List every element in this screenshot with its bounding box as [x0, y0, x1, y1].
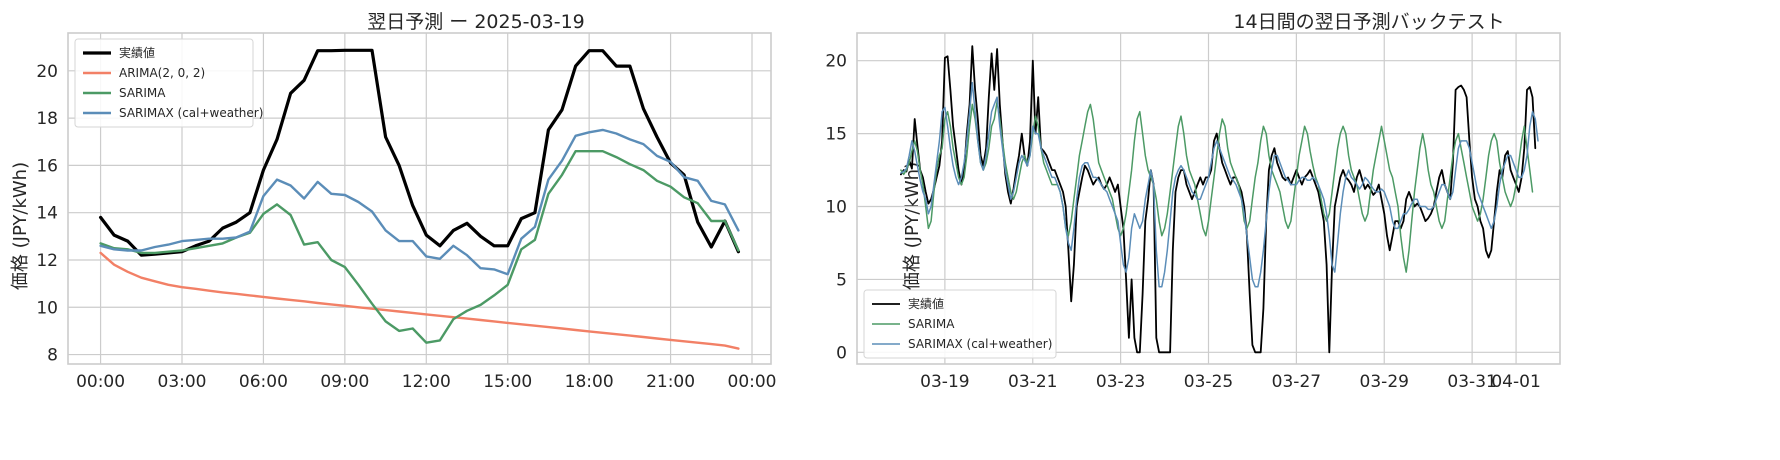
- left-x-tick-label: 21:00: [646, 372, 695, 392]
- right-y-tick-label: 10: [825, 198, 847, 218]
- right-legend-label: SARIMAX (cal+weather): [908, 337, 1052, 351]
- right-y-tick-label: 0: [836, 343, 847, 363]
- right-legend-label: 実績値: [908, 296, 944, 311]
- left-x-tick-label: 12:00: [402, 372, 451, 392]
- right-series-line-2: [900, 81, 1539, 288]
- right-x-tick-label: 04-01: [1491, 372, 1540, 392]
- left-legend-label: SARIMA: [119, 86, 166, 100]
- right-x-tick-label: 03-19: [920, 372, 969, 392]
- left-y-tick-label: 10: [36, 298, 58, 318]
- left-x-tick-label: 09:00: [320, 372, 369, 392]
- left-y-tick-label: 20: [36, 62, 58, 82]
- right-y-tick-label: 15: [825, 125, 847, 145]
- left-series-line-2: [99, 149, 740, 344]
- left-y-tick-label: 12: [36, 251, 58, 271]
- right-chart-panel: 14日間の翌日予測バックテスト 価格 (JPY/kWh) 03-19 03-21 0…: [825, 11, 1561, 392]
- right-series-line-1: [900, 100, 1534, 273]
- right-legend-box: [863, 289, 1057, 359]
- left-x-tick-label: 15:00: [483, 372, 532, 392]
- left-series-line-0: [98, 48, 741, 257]
- left-legend: 実績値 ARIMA(2, 0, 2) SARIMA SARIMAX (cal+weat…: [74, 38, 263, 128]
- left-x-tick-label: 03:00: [158, 372, 207, 392]
- left-series-line-1: [99, 251, 740, 350]
- left-x-tick-label: 00:00: [728, 372, 777, 392]
- left-legend-label: SARIMAX (cal+weather): [119, 106, 263, 120]
- left-chart-title: 翌日予測 ー 2025-03-19: [367, 11, 585, 33]
- right-x-tick-label: 03-31: [1447, 372, 1496, 392]
- left-chart-panel: 翌日予測 ー 2025-03-19 価格 (JPY/kWh) 00:00 03:0…: [10, 11, 777, 392]
- left-x-tick-label: 18:00: [565, 372, 614, 392]
- left-series-line-3: [99, 128, 740, 276]
- right-x-tick-label: 03-25: [1184, 372, 1233, 392]
- left-legend-label: ARIMA(2, 0, 2): [119, 66, 205, 80]
- right-x-tick-label: 03-27: [1272, 372, 1321, 392]
- right-y-tick-label: 5: [836, 270, 847, 290]
- right-x-tick-label: 03-29: [1360, 372, 1409, 392]
- right-legend: 実績値 SARIMA SARIMAX (cal+weather): [863, 289, 1057, 359]
- right-x-tick-label: 03-21: [1008, 372, 1057, 392]
- left-legend-label: 実績値: [119, 45, 155, 60]
- left-y-tick-label: 18: [36, 109, 58, 129]
- left-y-tick-label: 16: [36, 156, 58, 176]
- left-y-tick-label: 14: [36, 204, 58, 224]
- right-chart-title: 14日間の翌日予測バックテスト: [1233, 11, 1504, 33]
- right-x-tick-label: 03-23: [1096, 372, 1145, 392]
- right-chart-y-axis-label: 価格 (JPY/kWh): [902, 162, 923, 290]
- left-x-tick-label: 00:00: [76, 372, 125, 392]
- left-legend-box: [74, 38, 254, 128]
- left-x-tick-label: 06:00: [239, 372, 288, 392]
- right-legend-label: SARIMA: [908, 317, 955, 331]
- right-y-tick-label: 20: [825, 52, 847, 72]
- left-y-tick-label: 8: [47, 346, 58, 366]
- left-chart-y-axis-label: 価格 (JPY/kWh): [10, 162, 31, 290]
